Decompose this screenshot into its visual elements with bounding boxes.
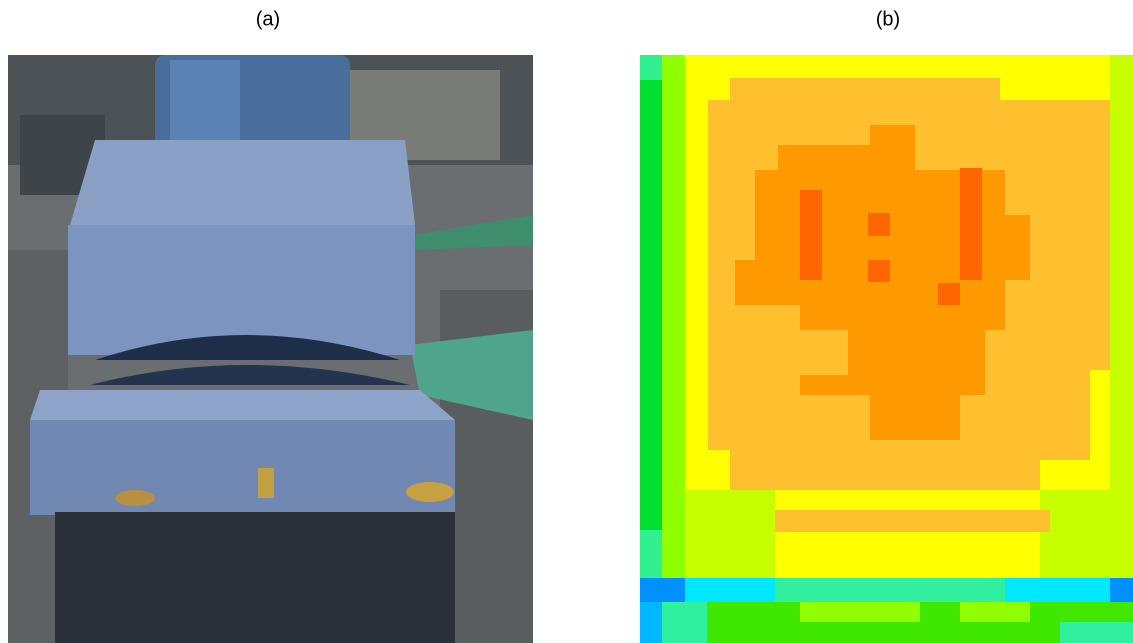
heatmap xyxy=(640,55,1133,643)
panel-label: (b) xyxy=(876,8,900,30)
photo xyxy=(8,55,533,643)
panel-label: (a) xyxy=(256,8,280,30)
